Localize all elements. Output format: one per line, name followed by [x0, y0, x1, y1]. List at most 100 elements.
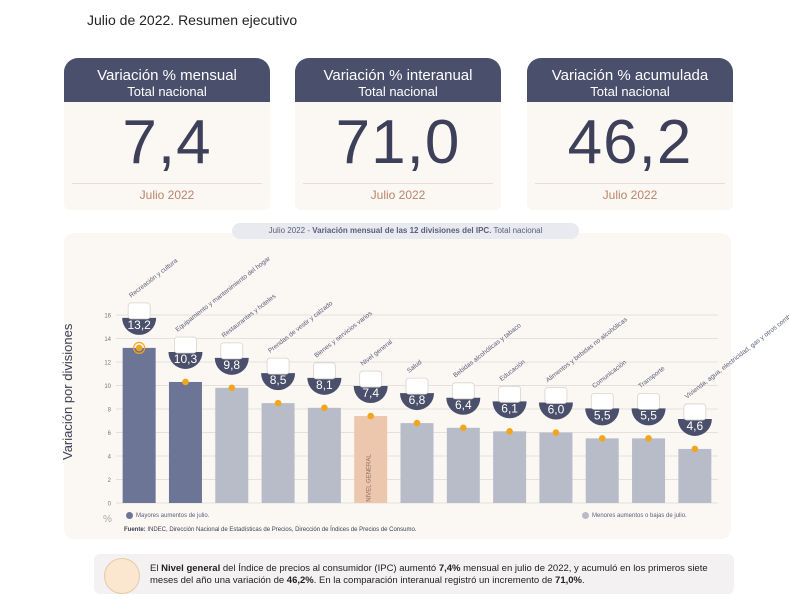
value-badge [538, 402, 573, 420]
card-subtitle: Total nacional [590, 84, 670, 99]
value-badge [677, 418, 712, 436]
card-title: Variación % mensual [97, 67, 237, 84]
legend-high-label: Mayores aumentos de julio. [136, 513, 210, 520]
value-label: 13,2 [127, 318, 151, 332]
y-tick-label: 8 [108, 408, 112, 414]
source-label: Fuente: [124, 527, 146, 533]
value-dot [552, 429, 560, 436]
value-dot [321, 404, 328, 412]
value-badge [446, 397, 481, 415]
value-dot [228, 384, 236, 392]
category-label: Bienes y servicios varios [313, 310, 374, 360]
value-label: 10,3 [174, 352, 198, 366]
page-title: Julio de 2022. Resumen ejecutivo [87, 12, 298, 28]
division-icon [451, 382, 475, 400]
card-period: Julio 2022 [139, 188, 195, 202]
division-icon [405, 377, 429, 395]
division-icon [498, 385, 522, 403]
y-tick-label: 10 [104, 384, 111, 390]
bar [539, 432, 573, 503]
legend-low: Menores aumentos o bajas de julio. [582, 512, 687, 519]
y-tick-label: 16 [104, 314, 111, 320]
card-value: 71,0 [335, 108, 461, 177]
y-tick-label: 0 [108, 502, 112, 508]
value-badge [168, 351, 203, 369]
bar [632, 438, 666, 503]
card-period: Julio 2022 [602, 188, 658, 202]
value-label: 6,4 [455, 398, 472, 412]
bar [446, 427, 480, 503]
division-icon [220, 342, 244, 360]
value-badge [214, 357, 249, 375]
value-label: 8,5 [270, 373, 287, 387]
summary-box [94, 554, 734, 594]
category-label: Equipamiento y mantenimiento del hogar [174, 255, 272, 334]
card-value: 7,4 [122, 108, 212, 177]
bar [400, 423, 434, 503]
category-label: Transporte [637, 365, 666, 390]
legend-low-label: Menores aumentos o bajas de julio. [592, 513, 687, 520]
value-dot [506, 428, 513, 435]
chart-header: Julio 2022 - Variación mensual de las 12… [232, 223, 579, 239]
card-monthly-variation: Variación % mensual Total nacional 7,4 J… [64, 58, 270, 210]
value-badge [353, 386, 388, 404]
y-tick-label: 6 [108, 431, 112, 437]
value-dot [135, 344, 143, 352]
value-dot [460, 424, 467, 432]
value-dot [598, 435, 606, 442]
source-note: Fuente: INDEC, Dirección Nacional de Est… [124, 527, 416, 533]
value-label: 6,8 [409, 393, 426, 407]
divider [303, 183, 493, 184]
basket-icon [104, 558, 140, 594]
division-icon [590, 392, 614, 410]
y-tick-label: 2 [108, 478, 112, 484]
card-period: Julio 2022 [370, 188, 426, 202]
y-tick-label: 4 [108, 455, 112, 461]
bar [585, 438, 619, 503]
division-icon [127, 302, 151, 320]
chart-title: Variación mensual de las 12 divisiones d… [312, 226, 492, 235]
value-badge [122, 317, 157, 335]
chart-title-tail: Total nacional [493, 226, 543, 235]
legend-high: Mayores aumentos de julio. [126, 512, 209, 519]
divider [72, 183, 262, 184]
value-label: 7,4 [362, 386, 379, 400]
general-bar-label: NIVEL GENERAL [367, 454, 373, 502]
value-badge [307, 377, 342, 395]
card-yearly-variation: Variación % interanual Total nacional 71… [295, 58, 501, 210]
value-label: 5,5 [640, 408, 657, 422]
division-icon [359, 370, 383, 388]
value-dot [367, 412, 374, 420]
category-label: Recreación y cultura [128, 257, 179, 299]
division-icon [312, 362, 336, 380]
value-dot [274, 399, 282, 407]
bar [215, 387, 249, 503]
category-label: Alimentos y bebidas no alcohólicas [545, 316, 630, 384]
chart-period: Julio 2022 [268, 226, 306, 235]
value-badge [261, 373, 296, 391]
bar [122, 347, 156, 503]
source-text: INDEC, Dirección Nacional de Estadística… [147, 527, 417, 533]
value-dot [645, 435, 652, 442]
bar [493, 431, 527, 503]
value-dot [413, 419, 421, 427]
bar [678, 448, 712, 503]
division-icon [544, 387, 568, 404]
division-icon [266, 357, 290, 375]
division-icon [683, 403, 707, 421]
category-label: Nivel general [360, 338, 395, 367]
summary-text: El Nivel general del Índice de precios a… [150, 563, 708, 586]
value-badge [492, 401, 527, 419]
value-label: 8,1 [316, 378, 333, 392]
card-title: Variación % interanual [323, 67, 473, 84]
card-subtitle: Total nacional [127, 84, 207, 99]
y-tick-label: 12 [104, 361, 111, 367]
value-badge [585, 408, 620, 426]
category-label: Restaurantes y hoteles [221, 293, 278, 340]
value-dot [691, 445, 699, 453]
card-accumulated-variation: Variación % acumulada Total nacional 46,… [527, 58, 733, 210]
value-label: 6,0 [548, 403, 565, 417]
card-title: Variación % acumulada [551, 67, 709, 84]
division-icon [174, 336, 197, 354]
